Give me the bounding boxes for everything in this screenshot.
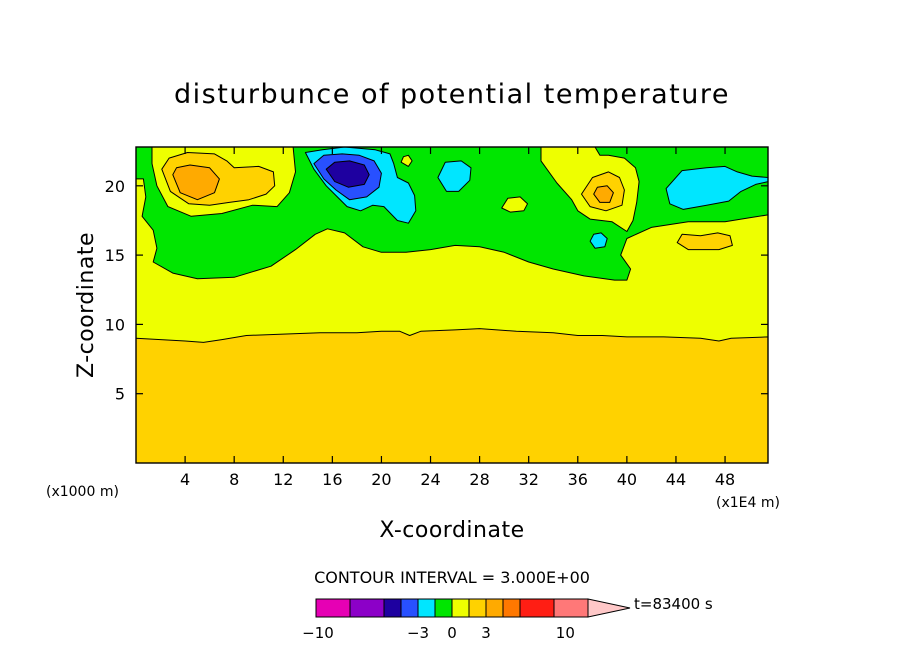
colorbar-bin-4 <box>417 598 436 618</box>
x-tick-label: 16 <box>322 470 342 489</box>
plot-frame <box>135 146 769 464</box>
x-tick-label: 32 <box>519 470 539 489</box>
colorbar-label: 0 <box>447 624 457 642</box>
x-tick-label: 36 <box>568 470 588 489</box>
x-tick-label: 40 <box>617 470 637 489</box>
chart-title: disturbunce of potential temperature <box>174 79 730 110</box>
contour-region-11 <box>593 185 614 203</box>
colorbar-label: 3 <box>481 624 491 642</box>
colorbar-label: −3 <box>407 624 429 642</box>
x-unit-label: (x1E4 m) <box>716 495 780 511</box>
x-axis-label: X-coordinate <box>379 518 524 543</box>
colorbar-bin-3 <box>400 598 419 618</box>
x-tick-label: 48 <box>715 470 735 489</box>
contour-regions <box>135 146 769 464</box>
colorbar-label: −10 <box>302 624 334 642</box>
contour-region-13 <box>437 160 472 192</box>
contour-region-6 <box>400 154 413 167</box>
colorbar-labels: −10 −3 0 3 10 <box>302 624 575 642</box>
colorbar-bin-8 <box>485 598 504 618</box>
contour-region-17 <box>325 160 370 188</box>
y-unit-label: (x1000 m) <box>46 484 119 500</box>
contour-region-1 <box>135 328 769 464</box>
x-tick-label: 24 <box>420 470 440 489</box>
y-axis-label: Z-coordinate <box>74 232 99 378</box>
contour-region-9 <box>676 232 733 251</box>
x-tick-label: 20 <box>371 470 391 489</box>
x-tick-label: 12 <box>273 470 293 489</box>
colorbar-bin-1 <box>349 598 385 618</box>
colorbar-bin-2 <box>383 598 402 618</box>
colorbar-bin-0 <box>315 598 351 618</box>
time-label: t=83400 s <box>634 595 713 613</box>
contour-region-5 <box>501 196 528 213</box>
colorbar-bin-7 <box>468 598 487 618</box>
colorbar-bin-10 <box>519 598 555 618</box>
x-tick-label: 44 <box>666 470 686 489</box>
colorbar-bin-11 <box>553 598 589 618</box>
y-axis-ticks: 5 10 15 20 <box>105 177 768 404</box>
contour-region-10 <box>172 164 220 201</box>
x-axis-ticks: 4 8 12 16 20 24 28 32 36 40 44 48 <box>180 147 735 489</box>
contour-interval-label: CONTOUR INTERVAL = 3.000E+00 <box>314 568 590 587</box>
y-tick-label: 5 <box>115 385 125 404</box>
y-tick-label: 20 <box>105 177 125 196</box>
colorbar-bin-5 <box>434 598 453 618</box>
y-tick-label: 15 <box>105 246 125 265</box>
colorbar <box>315 598 631 618</box>
x-tick-label: 4 <box>180 470 190 489</box>
colorbar-label: 10 <box>556 624 575 642</box>
colorbar-bin-6 <box>451 598 470 618</box>
colorbar-extend-triangle <box>587 598 631 618</box>
contour-region-15 <box>589 232 608 249</box>
colorbar-bin-9 <box>502 598 521 618</box>
x-tick-label: 28 <box>469 470 489 489</box>
x-tick-label: 8 <box>229 470 239 489</box>
y-tick-label: 10 <box>105 315 125 334</box>
